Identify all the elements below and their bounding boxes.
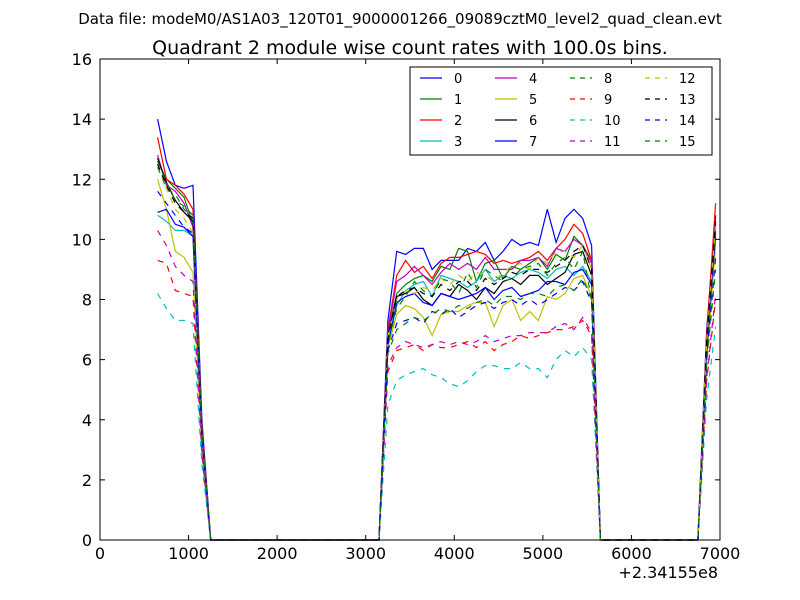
x-tick-label: 5000	[522, 544, 563, 563]
legend-label-1: 1	[454, 93, 462, 108]
y-tick-label: 12	[72, 170, 92, 189]
legend-label-13: 13	[679, 93, 696, 108]
x-offset-label: +2.34155e8	[618, 563, 718, 582]
legend-label-4: 4	[529, 72, 537, 87]
x-tick-label: 2000	[257, 544, 298, 563]
y-tick-label: 14	[72, 110, 92, 129]
legend-label-14: 14	[679, 114, 696, 129]
x-tick-label: 3000	[345, 544, 386, 563]
legend-label-5: 5	[529, 93, 537, 108]
y-tick-label: 2	[82, 471, 92, 490]
x-tick-label: 4000	[434, 544, 475, 563]
legend-label-11: 11	[604, 135, 621, 150]
y-tick-label: 16	[72, 50, 92, 69]
legend-label-2: 2	[454, 114, 462, 129]
legend-label-12: 12	[679, 72, 696, 87]
legend-label-3: 3	[454, 135, 462, 150]
chart-title: Quadrant 2 module wise count rates with …	[152, 37, 668, 59]
x-tick-label: 0	[95, 544, 105, 563]
legend-label-8: 8	[604, 72, 612, 87]
legend-frame	[409, 66, 713, 156]
legend-label-15: 15	[679, 135, 696, 150]
legend-label-9: 9	[604, 93, 612, 108]
x-tick-label: 6000	[611, 544, 652, 563]
y-tick-label: 6	[82, 351, 92, 370]
x-tick-label: 1000	[168, 544, 209, 563]
figure-suptitle: Data file: modeM0/AS1A03_120T01_90000012…	[78, 10, 722, 29]
y-tick-label: 10	[72, 230, 92, 249]
x-tick-label: 7000	[700, 544, 741, 563]
legend-label-7: 7	[529, 135, 537, 150]
legend-label-0: 0	[454, 72, 462, 87]
y-tick-label: 4	[82, 411, 92, 430]
tick-layer: 0 1000 2000 3000 4000 5000 6000 700002468101214…	[72, 50, 741, 563]
legend-label-6: 6	[529, 114, 537, 129]
y-tick-label: 8	[82, 291, 92, 310]
legend-label-10: 10	[604, 114, 621, 129]
y-tick-label: 0	[82, 531, 92, 550]
